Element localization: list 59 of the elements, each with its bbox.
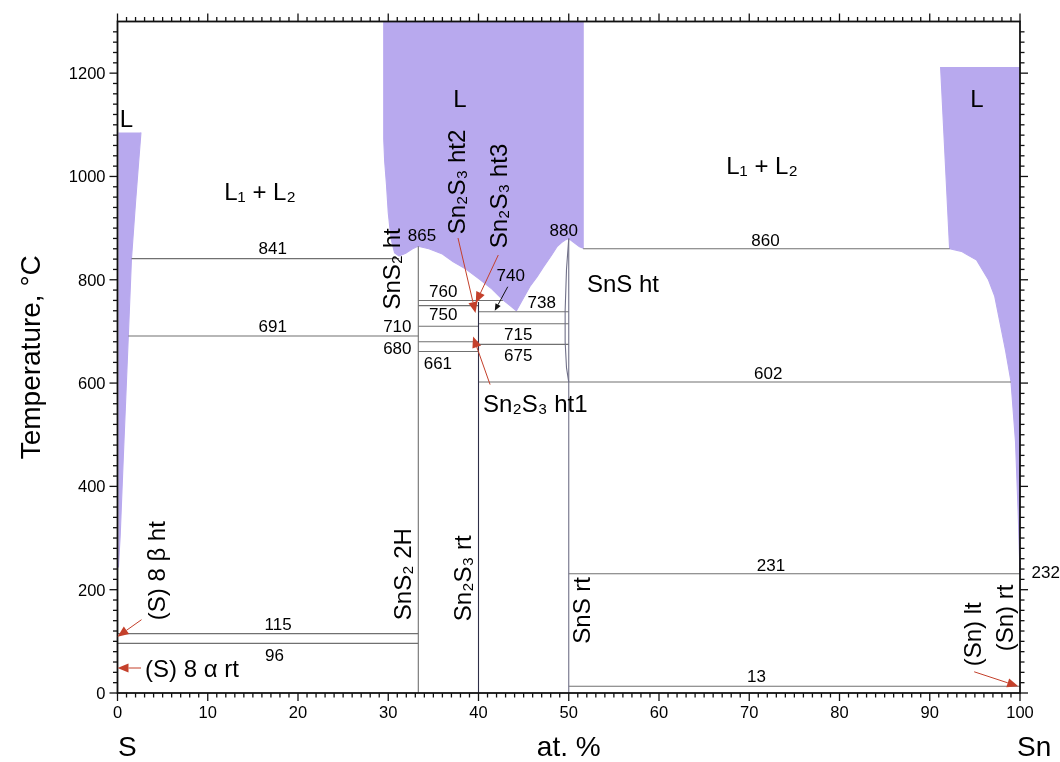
annotation: 760 — [429, 281, 458, 301]
annotation: 750 — [429, 304, 458, 324]
annotation: Sn₂S₃ ht1 — [483, 389, 588, 417]
annotation: 691 — [258, 316, 287, 336]
annotation: 231 — [756, 555, 786, 575]
annotation: 710 — [383, 316, 412, 336]
y-tick-label: 1200 — [68, 64, 106, 83]
annotation: 661 — [423, 353, 453, 373]
annotation: SnS rt — [567, 576, 595, 644]
annotation: 13 — [747, 666, 766, 686]
x-tick-label: 70 — [740, 703, 759, 721]
annotation: 115 — [264, 614, 292, 634]
annotation: (S) 8 β ht — [142, 520, 169, 621]
annotation: 602 — [754, 363, 783, 383]
annotation: L — [453, 84, 467, 112]
x-tick-label: 10 — [198, 703, 217, 721]
annotation: (S) 8 α rt — [145, 654, 240, 682]
x-tick-label: 30 — [379, 703, 398, 721]
annotation: Sn₂S₃ ht3 — [484, 143, 512, 249]
y-tick-label: 0 — [96, 684, 106, 702]
x-tick-label: 50 — [559, 703, 578, 721]
y-tick-label: 1000 — [68, 167, 106, 186]
annotation: 675 — [504, 345, 533, 365]
y-axis-title: Temperature, °C — [14, 255, 46, 460]
annotation: (Sn) lt — [958, 601, 986, 667]
x-tick-label: 80 — [830, 703, 849, 721]
x-tick-label: 60 — [649, 703, 669, 721]
annotation: 860 — [751, 230, 780, 250]
annotation: SnS₂ 2H — [388, 528, 416, 621]
x-tick-label: 90 — [920, 703, 939, 721]
annotation: 880 — [549, 220, 578, 240]
annotation: L₁ + L₂ — [224, 177, 296, 205]
annotation: (Sn) rt — [990, 584, 1018, 652]
annotation: 738 — [527, 292, 556, 312]
x-tick-label: 100 — [1006, 703, 1034, 721]
annotation: Sn₂S₃ rt — [448, 535, 475, 622]
y-tick-label: 800 — [77, 270, 106, 289]
x-axis-title: at. % — [536, 730, 601, 762]
y-tick-label: 600 — [77, 374, 106, 393]
annotation: L₁ + L₂ — [726, 151, 798, 179]
annotation: 715 — [504, 324, 533, 344]
annotation: SnS ht — [586, 269, 660, 297]
annotation: 232 — [1031, 562, 1060, 582]
annotation: 740 — [496, 265, 525, 285]
y-tick-label: 400 — [77, 477, 106, 496]
annotation: 96 — [265, 645, 284, 665]
x-tick-label: 20 — [288, 703, 308, 721]
x-tick-label: 0 — [112, 703, 123, 721]
annotation: Sn₂S₃ ht2 — [442, 129, 470, 235]
annotation: SnS₂ ht — [377, 227, 405, 310]
annotation: 680 — [383, 338, 412, 358]
x-tick-label: 40 — [469, 703, 488, 721]
annotation: L — [119, 104, 134, 132]
annotation: 865 — [407, 225, 437, 245]
text: Sn — [1017, 730, 1052, 762]
annotation: 841 — [258, 238, 287, 258]
text: S — [118, 730, 137, 762]
annotation: L — [970, 84, 984, 112]
y-tick-label: 200 — [77, 580, 106, 599]
